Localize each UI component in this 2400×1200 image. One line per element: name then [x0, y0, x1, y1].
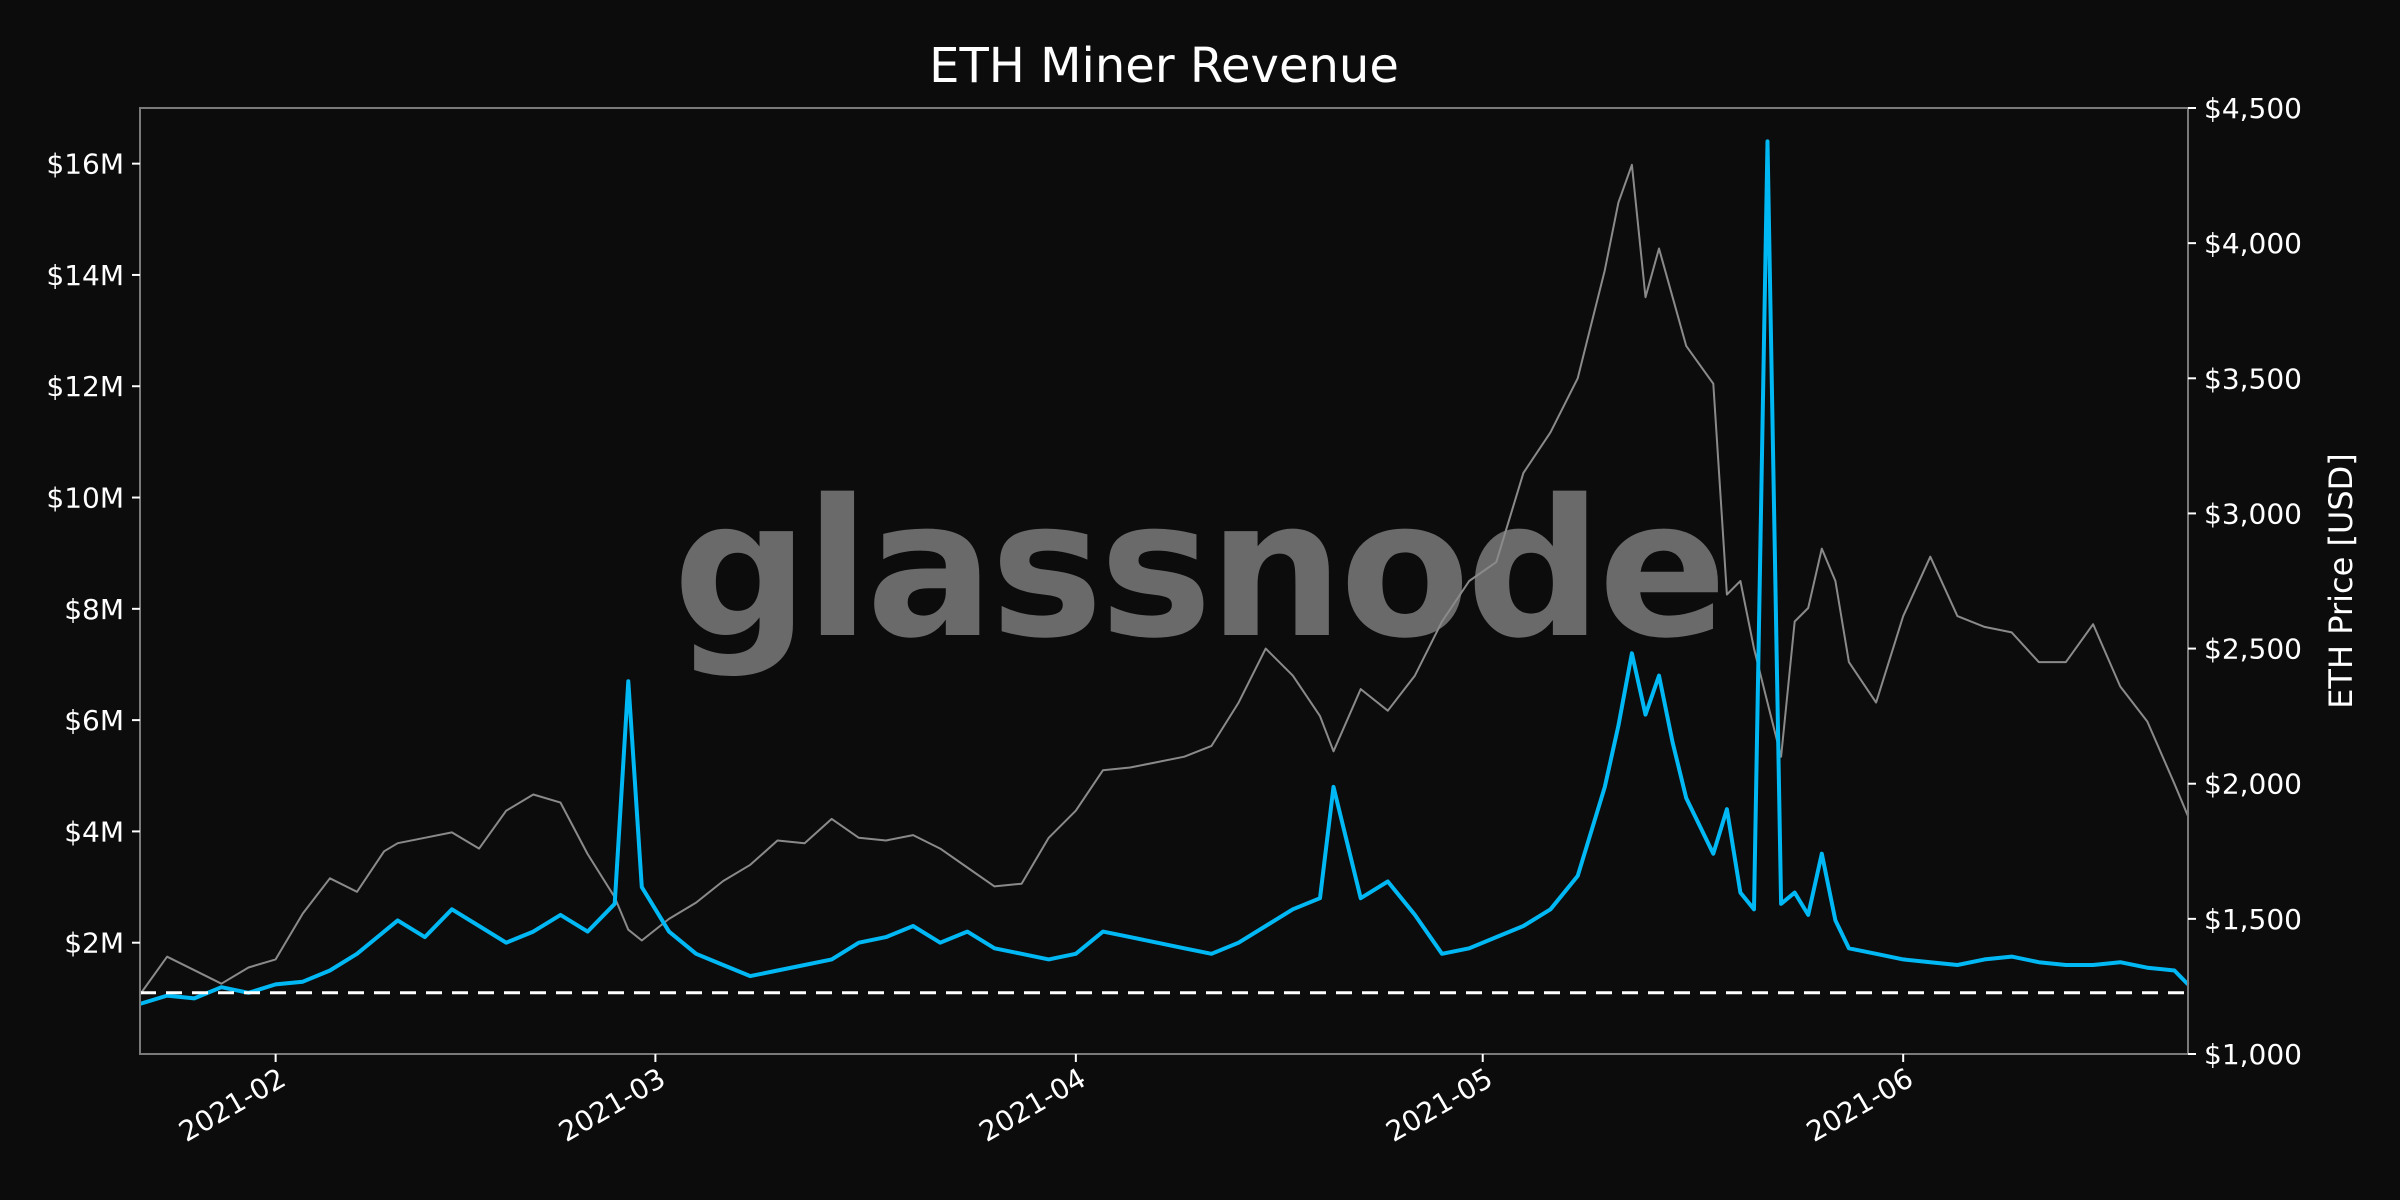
left-tick-label: $14M: [46, 259, 124, 292]
right-tick-label: $1,000: [2204, 1038, 2302, 1071]
right-tick-label: $2,000: [2204, 768, 2302, 801]
left-axis: $2M $4M $6M $8M $10M $12M $14M $16M: [46, 148, 140, 960]
right-axis-title: ETH Price [USD]: [2322, 453, 2360, 709]
chart-title: ETH Miner Revenue: [929, 38, 1399, 94]
left-tick-label: $10M: [46, 482, 124, 515]
left-tick-label: $16M: [46, 148, 124, 181]
plot-frame: [139, 107, 2189, 1055]
miner-revenue-line: [139, 139, 2190, 1006]
right-axis: $1,000 $1,500 $2,000 $2,500 $3,000 $3,500 $4,0…: [2188, 92, 2302, 1071]
left-tick-label: $8M: [64, 593, 124, 626]
right-tick-label: $2,500: [2204, 633, 2302, 666]
left-tick-label: $6M: [64, 704, 124, 737]
watermark: glassnode: [673, 459, 1723, 680]
left-tick-label: $4M: [64, 815, 124, 848]
right-tick-label: $4,500: [2204, 92, 2302, 125]
eth-price-line: [139, 163, 2189, 996]
left-tick-label: $2M: [64, 927, 124, 960]
right-tick-label: $1,500: [2204, 903, 2302, 936]
right-tick-label: $3,500: [2204, 362, 2302, 395]
right-tick-label: $4,000: [2204, 227, 2302, 260]
left-tick-label: $12M: [46, 370, 124, 403]
plot-area: glassnode: [139, 139, 2190, 1006]
right-tick-label: $3,000: [2204, 497, 2302, 530]
